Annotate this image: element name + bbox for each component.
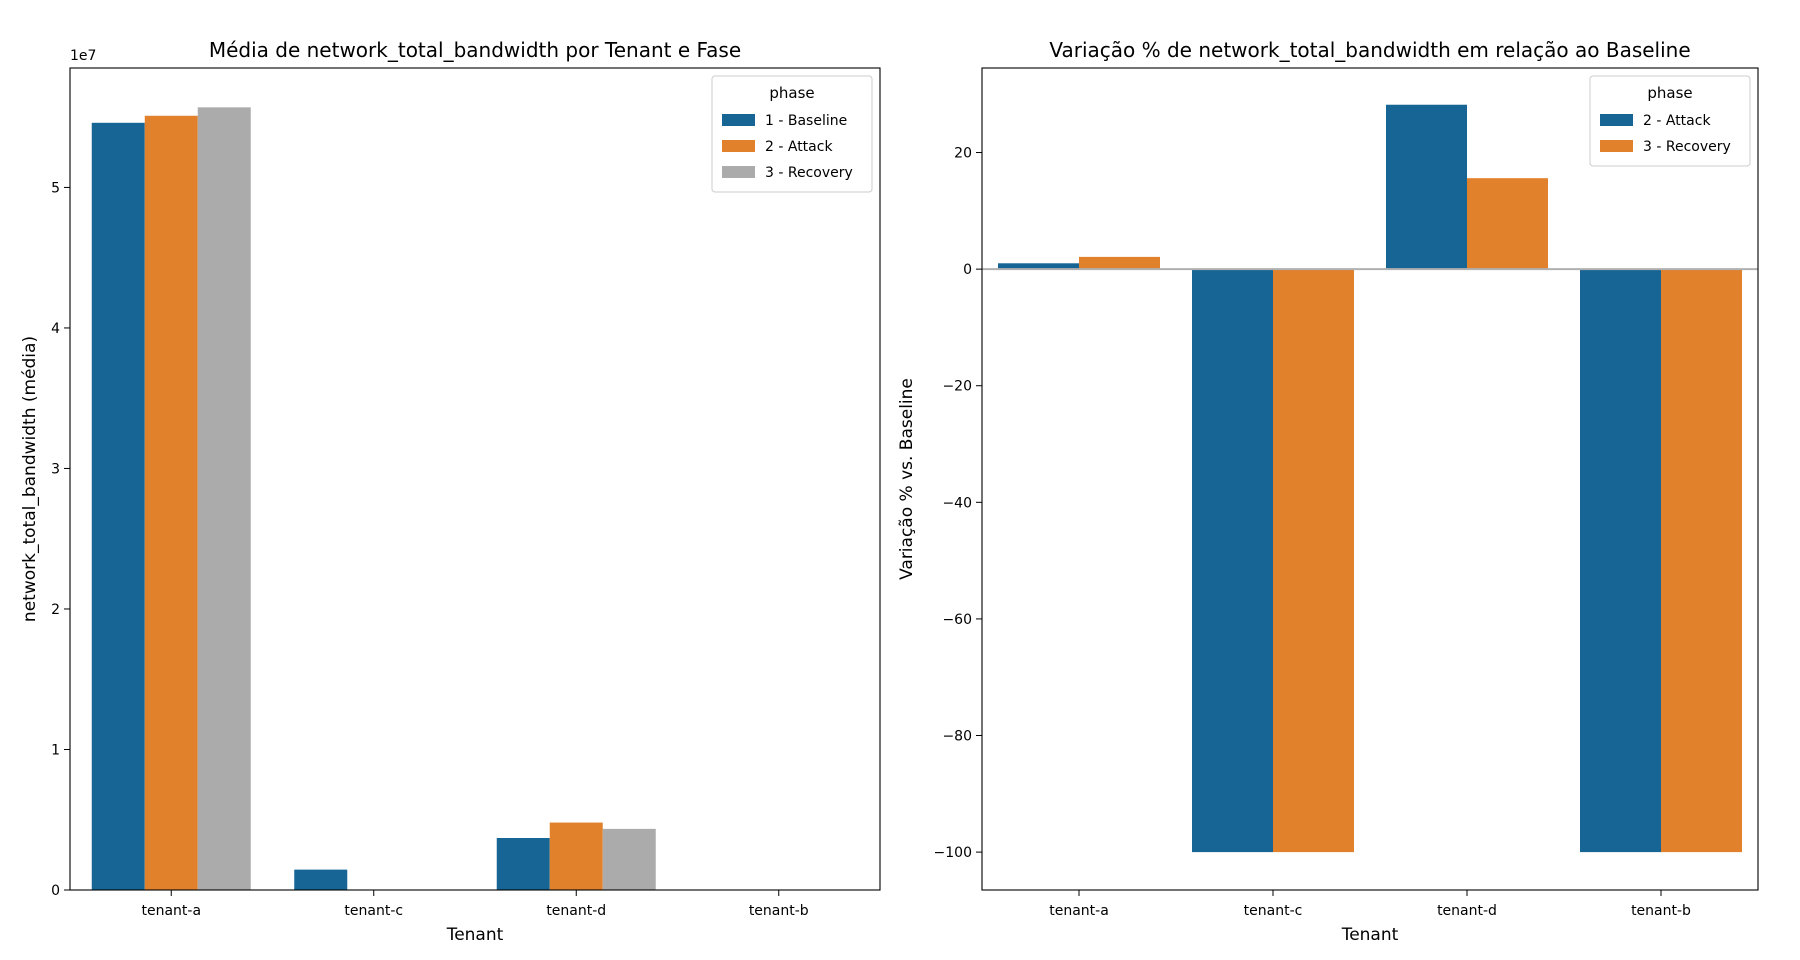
legend-entry: 3 - Recovery (765, 165, 853, 181)
y-tick-label: 20 (954, 146, 972, 162)
bar-2-attack-tenant-d (549, 822, 603, 890)
x-axis-label: Tenant (1341, 925, 1399, 945)
legend-swatch (1600, 140, 1633, 152)
y-tick-label: −40 (942, 495, 972, 511)
legend-entry: 3 - Recovery (1643, 139, 1731, 155)
y-tick-label: 0 (51, 883, 60, 899)
x-tick-label: tenant-a (1049, 903, 1109, 919)
x-tick-label: tenant-d (1437, 903, 1497, 919)
bars (998, 104, 1742, 853)
plot-frame (69, 67, 881, 891)
y-tick-label: 5 (51, 180, 60, 196)
y-tick-label: −80 (942, 729, 972, 745)
bar-2-attack-tenant-c (1192, 269, 1273, 853)
y-tick-label: 4 (51, 321, 60, 337)
bar-3-recovery-tenant-c (1273, 269, 1354, 853)
x-tick-label: tenant-a (141, 903, 201, 919)
x-tick-label: tenant-b (749, 903, 809, 919)
y-axis-offset-label: 1e7 (70, 48, 96, 64)
legend-title: phase (769, 84, 814, 102)
legend-swatch (722, 140, 755, 152)
chart-title: Média de network_total_bandwidth por Ten… (209, 38, 741, 62)
legend-entry: 2 - Attack (765, 139, 833, 155)
bar-1-baseline-tenant-d (496, 838, 550, 890)
axes: −100 −80 −60 −40 −20 0 20 tenant-a tenant-c tenan… (934, 67, 1759, 919)
legend-title: phase (1647, 84, 1692, 102)
bar-2-attack-tenant-a (998, 263, 1079, 270)
legend-swatch (1600, 114, 1633, 126)
bar-2-attack-tenant-b (1580, 269, 1661, 853)
axes: 0 1 2 3 4 5 tenant-a tenant-c tenant-d tenant-b (51, 67, 881, 919)
bars (91, 107, 656, 891)
legend-swatch (722, 166, 755, 178)
bar-3-recovery-tenant-a (197, 107, 251, 891)
bar-1-baseline-tenant-a (91, 122, 145, 891)
chart-title: Variação % de network_total_bandwidth em… (1049, 38, 1690, 62)
y-tick-label: 0 (963, 262, 972, 278)
bar-3-recovery-tenant-b (1661, 269, 1742, 853)
y-tick-label: 2 (51, 602, 60, 618)
chart-mean-bandwidth: Média de network_total_bandwidth por Ten… (20, 38, 881, 945)
bar-3-recovery-tenant-d (602, 828, 656, 890)
y-axis-label: Variação % vs. Baseline (897, 378, 917, 580)
y-tick-label: 1 (51, 742, 60, 758)
legend: phase 2 - Attack 3 - Recovery (1589, 75, 1751, 167)
legend: phase 1 - Baseline 2 - Attack 3 - Recovery (711, 75, 873, 193)
x-tick-label: tenant-c (1244, 903, 1303, 919)
bar-3-recovery-tenant-a (1079, 256, 1160, 270)
x-tick-label: tenant-b (1631, 903, 1691, 919)
bar-3-recovery-tenant-d (1467, 178, 1548, 270)
x-tick-label: tenant-c (344, 903, 403, 919)
chart-percent-variation: Variação % de network_total_bandwidth em… (897, 38, 1759, 945)
bar-1-baseline-tenant-c (294, 869, 348, 890)
y-tick-label: 3 (51, 461, 60, 477)
x-tick-label: tenant-d (546, 903, 606, 919)
y-tick-label: −100 (934, 845, 972, 861)
plot-frame (981, 67, 1759, 891)
legend-entry: 2 - Attack (1643, 113, 1711, 129)
bar-2-attack-tenant-a (144, 115, 198, 891)
x-axis-label: Tenant (446, 925, 504, 945)
y-tick-label: −20 (942, 379, 972, 395)
y-tick-label: −60 (942, 612, 972, 628)
y-axis-label: network_total_bandwidth (média) (20, 336, 40, 622)
bar-2-attack-tenant-d (1386, 104, 1467, 270)
legend-box (711, 75, 873, 193)
legend-entry: 1 - Baseline (765, 113, 847, 129)
legend-swatch (722, 114, 755, 126)
